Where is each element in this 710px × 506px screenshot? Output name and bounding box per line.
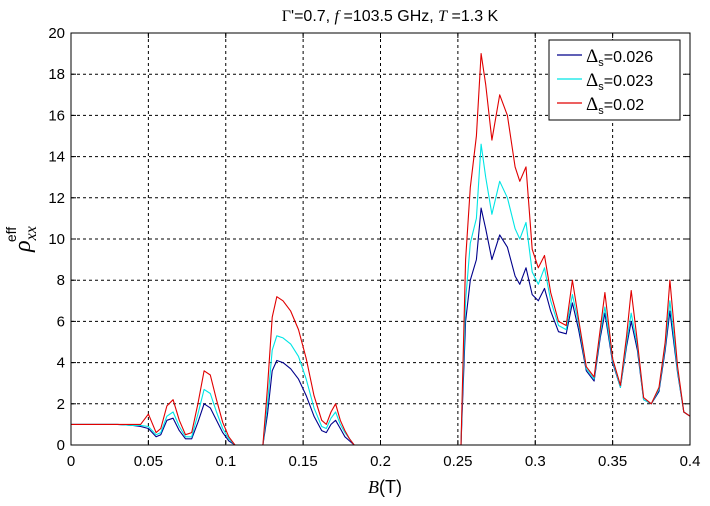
legend-box [548,39,681,121]
x-tick-label: 0.25 [443,453,472,470]
y-tick-label: 10 [48,231,65,248]
x-tick-label: 0.05 [134,453,163,470]
title-gamma-value: '=0.7, [291,8,335,25]
y-tick-label: 18 [48,66,65,83]
x-tick-label: 0.4 [680,453,701,470]
x-tick-label: 0.2 [370,453,391,470]
y-tick-label: 8 [57,272,65,289]
title-gamma-symbol: Γ [282,8,291,25]
y-tick-label: 20 [48,25,65,42]
y-axis-label-text: ρxxeff [3,226,40,253]
y-axis-symbol: ρ [10,240,36,253]
chart-title: Γ'=0.7, f =103.5 GHz, T =1.3 K [282,8,499,25]
y-axis-superscript: eff [3,227,19,242]
legend-label-0: Δs=0.026 [586,46,653,69]
y-tick-label: 6 [57,313,65,330]
x-tick-label: 0.35 [598,453,627,470]
ticks [70,32,691,446]
x-tick-label: 0.1 [215,453,236,470]
y-tick-label: 14 [48,149,65,166]
title-f-symbol: f [335,8,342,25]
x-axis-label: B(T) [368,477,402,497]
x-tick-label: 0 [67,453,75,470]
x-tick-label: 0.3 [525,453,546,470]
x-tick-label: 0.15 [289,453,318,470]
legend-label-2: Δs=0.02 [586,94,644,117]
x-axis-symbol: B [368,477,379,497]
x-axis-unit: (T) [379,477,402,497]
y-axis-label: ρxxeff [3,226,40,253]
y-axis-subscript: xx [23,226,40,241]
y-tick-label: 2 [57,396,65,413]
y-tick-label: 16 [48,107,65,124]
x-tick-labels: 0 0.05 0.1 0.15 0.2 0.25 0.3 0.35 0.4 [67,453,701,470]
y-tick-label: 12 [48,190,65,207]
title-t-symbol: T [438,8,448,25]
title-t-value: =1.3 K [447,8,498,25]
title-f-value: =103.5 GHz, [339,8,438,25]
legend-label-1: Δs=0.023 [586,70,653,93]
y-tick-label: 4 [57,355,65,372]
y-tick-label: 0 [57,437,65,454]
y-tick-labels: 0 2 4 6 8 10 12 14 16 18 20 [48,25,65,454]
